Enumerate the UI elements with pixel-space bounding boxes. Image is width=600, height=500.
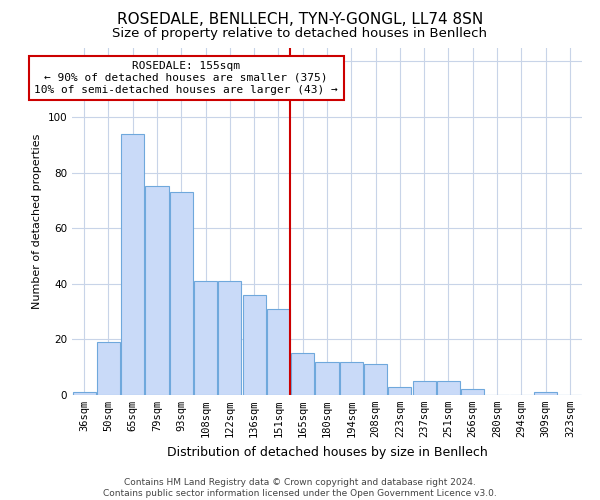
Text: Size of property relative to detached houses in Benllech: Size of property relative to detached ho… [113,28,487,40]
Y-axis label: Number of detached properties: Number of detached properties [32,134,42,309]
Text: ROSEDALE, BENLLECH, TYN-Y-GONGL, LL74 8SN: ROSEDALE, BENLLECH, TYN-Y-GONGL, LL74 8S… [117,12,483,28]
Bar [145,186,169,395]
X-axis label: Distribution of detached houses by size in Benllech: Distribution of detached houses by size … [167,446,487,458]
Bar [218,281,241,395]
Bar [121,134,144,395]
Bar [242,295,266,395]
Bar [461,390,484,395]
Bar [340,362,363,395]
Bar [413,381,436,395]
Bar [291,354,314,395]
Bar [316,362,338,395]
Bar [364,364,387,395]
Text: Contains HM Land Registry data © Crown copyright and database right 2024.
Contai: Contains HM Land Registry data © Crown c… [103,478,497,498]
Bar [97,342,120,395]
Bar [267,309,290,395]
Bar [534,392,557,395]
Bar [388,386,412,395]
Bar [194,281,217,395]
Bar [73,392,95,395]
Bar [437,381,460,395]
Bar [170,192,193,395]
Text: ROSEDALE: 155sqm
← 90% of detached houses are smaller (375)
10% of semi-detached: ROSEDALE: 155sqm ← 90% of detached house… [34,62,338,94]
